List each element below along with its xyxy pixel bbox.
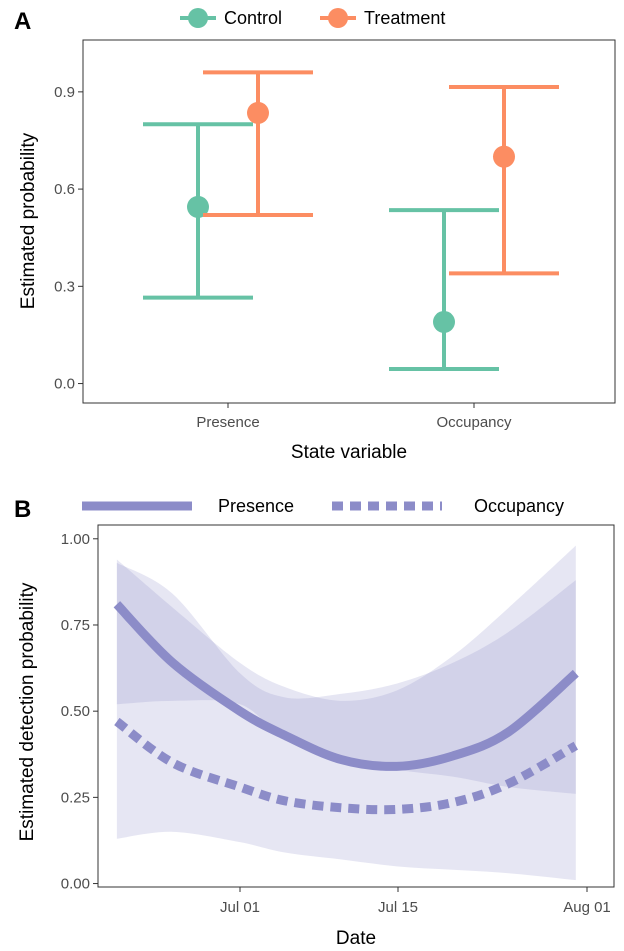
point-control-occupancy	[433, 310, 455, 333]
legend-control-label: Control	[224, 8, 282, 28]
panel-a-y-tick-label: 0.6	[54, 181, 75, 198]
panel-b-y-tick-label: 0.00	[61, 876, 90, 893]
line-presence	[113, 601, 579, 771]
panel-b-y-axis-title: Estimated detection probability	[17, 582, 38, 841]
panel-a-y-ticks: 0.0 0.3 0.6 0.9	[54, 84, 83, 393]
panel-b-lines	[113, 601, 579, 815]
errorbar-control-occupancy	[389, 208, 499, 371]
panel-b-x-tick-label: Jul 15	[378, 899, 418, 916]
panel-b-y-tick-label: 0.25	[61, 789, 90, 806]
errorbar-treatment-presence	[203, 70, 313, 218]
panel-a-legend: Control Treatment	[180, 8, 445, 28]
panel-b-frame	[97, 524, 615, 888]
legend-treatment-marker	[328, 8, 348, 28]
legend-presence-label: Presence	[218, 496, 294, 516]
panel-b-x-axis-title: Date	[336, 928, 376, 949]
panel-b-x-ticks: Jul 01 Jul 15 Aug 01	[220, 887, 611, 916]
panel-a-x-ticks: Presence Occupancy	[196, 403, 512, 431]
errorbar-control-presence	[143, 122, 253, 300]
panel-a: A 0.0 0.3 0.6 0.9 Presence Occupancy State v…	[14, 8, 616, 463]
panel-a-marks	[143, 70, 559, 371]
panel-b: B 0.00 0.25 0.50 0.75 1.00 Jul 01 Jul 15 Aug 0…	[14, 496, 615, 949]
panel-b-bands	[116, 545, 576, 881]
panel-a-label: A	[14, 8, 31, 35]
panel-a-x-tick-label: Occupancy	[436, 414, 512, 431]
legend-occupancy-label: Occupancy	[474, 496, 564, 516]
point-treatment-presence	[247, 101, 269, 124]
band-presence	[116, 562, 576, 794]
panel-b-label: B	[14, 496, 31, 523]
panel-b-x-tick-label: Jul 01	[220, 899, 260, 916]
errorbar-treatment-occupancy	[449, 84, 559, 276]
panel-b-y-tick-label: 0.50	[61, 703, 90, 720]
panel-a-frame	[82, 39, 616, 404]
panel-a-y-tick-label: 0.0	[54, 376, 75, 393]
panel-b-y-tick-label: 1.00	[61, 531, 90, 548]
line-occupancy	[114, 717, 579, 815]
point-treatment-occupancy	[493, 145, 515, 168]
panel-b-x-tick-label: Aug 01	[563, 899, 611, 916]
panel-a-x-axis-title: State variable	[291, 442, 407, 463]
panel-a-y-axis-title: Estimated probability	[18, 132, 39, 309]
panel-b-y-tick-label: 0.75	[61, 617, 90, 634]
point-control-presence	[187, 195, 209, 218]
legend-treatment-label: Treatment	[364, 8, 445, 28]
panel-a-x-tick-label: Presence	[196, 414, 259, 431]
legend-control-marker	[188, 8, 208, 28]
panel-b-y-ticks: 0.00 0.25 0.50 0.75 1.00	[61, 531, 98, 893]
panel-b-legend: Presence Occupancy	[82, 496, 564, 516]
panel-a-y-tick-label: 0.9	[54, 84, 75, 101]
panel-a-y-tick-label: 0.3	[54, 278, 75, 295]
